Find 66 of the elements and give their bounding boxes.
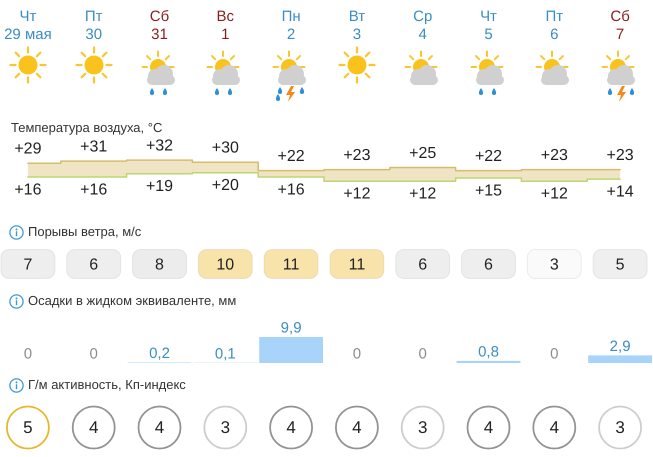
- data-label: +32: [146, 137, 174, 154]
- data-label: 7: [23, 256, 32, 274]
- x-tick-label: Чт 5: [480, 8, 498, 44]
- data-label: +22: [474, 148, 502, 166]
- bar: [259, 337, 324, 363]
- data-label: +30: [212, 140, 239, 157]
- chart-title: Осадки в жидком эквиваленте, мм: [28, 293, 236, 309]
- data-label: 4: [550, 418, 560, 438]
- data-label: 6: [418, 256, 428, 274]
- data-label: 5: [616, 256, 625, 274]
- data-label: 3: [550, 256, 559, 274]
- data-label: 0,2: [149, 345, 170, 362]
- x-tick-label: Ср 4: [413, 8, 432, 44]
- data-label: 0: [24, 346, 32, 363]
- data-label: 4: [484, 418, 494, 438]
- data-label: +12: [343, 186, 371, 203]
- data-label: 4: [352, 418, 362, 438]
- data-label: +25: [409, 144, 436, 162]
- data-label: 11: [282, 256, 300, 274]
- text: Порывы ветра, м/с: [28, 224, 142, 240]
- data-label: +23: [343, 146, 371, 164]
- data-label: +16: [80, 181, 108, 198]
- data-label: +15: [474, 182, 502, 200]
- data-label: 6: [89, 256, 98, 274]
- data-label: 4: [154, 418, 164, 438]
- data-label: 2,9: [610, 338, 631, 356]
- data-label: 3: [418, 418, 428, 438]
- data-label: +29: [14, 140, 42, 158]
- data-label: 6: [484, 256, 494, 274]
- data-label: 3: [220, 418, 230, 438]
- x-tick-label: Пт 6: [545, 8, 564, 44]
- data-label: 4: [286, 418, 296, 438]
- data-label: 0,1: [214, 345, 236, 362]
- data-label: 9,9: [280, 320, 302, 337]
- x-tick-label: Вт 3: [348, 8, 366, 44]
- data-label: 11: [348, 256, 366, 274]
- data-label: +22: [278, 148, 305, 166]
- data-label: 0: [90, 346, 98, 363]
- data-label: 0: [550, 346, 558, 363]
- data-label: 10: [216, 256, 234, 274]
- data-label: 0,8: [478, 344, 499, 361]
- chart-title: Температура воздуха, °C: [11, 120, 162, 136]
- data-label: 5: [23, 418, 33, 438]
- data-label: +23: [606, 146, 634, 164]
- data-label: +20: [212, 177, 239, 194]
- data-label: 3: [615, 418, 625, 438]
- data-label: 0: [418, 346, 427, 363]
- bar: [588, 355, 652, 363]
- data-label: +31: [80, 138, 108, 156]
- data-label: 0: [352, 346, 362, 363]
- text: Г/м активность, Кп-индекс: [28, 377, 186, 393]
- data-label: +19: [146, 178, 174, 196]
- x-tick-label: Сб 7: [610, 8, 630, 44]
- data-label: +23: [540, 146, 568, 164]
- x-tick-label: Пн 2: [282, 8, 301, 44]
- x-tick-label: Чт 29 мая: [4, 8, 52, 44]
- data-label: +14: [606, 183, 634, 200]
- data-label: 4: [88, 418, 98, 438]
- data-label: +12: [540, 186, 568, 203]
- x-tick-label: Вс 1: [216, 8, 235, 44]
- data-label: +16: [278, 181, 305, 198]
- data-label: 8: [155, 256, 164, 274]
- data-label: +12: [409, 186, 436, 203]
- data-label: +16: [14, 181, 42, 198]
- x-tick-label: Сб 31: [150, 8, 170, 44]
- x-tick-label: Пт 30: [84, 8, 103, 44]
